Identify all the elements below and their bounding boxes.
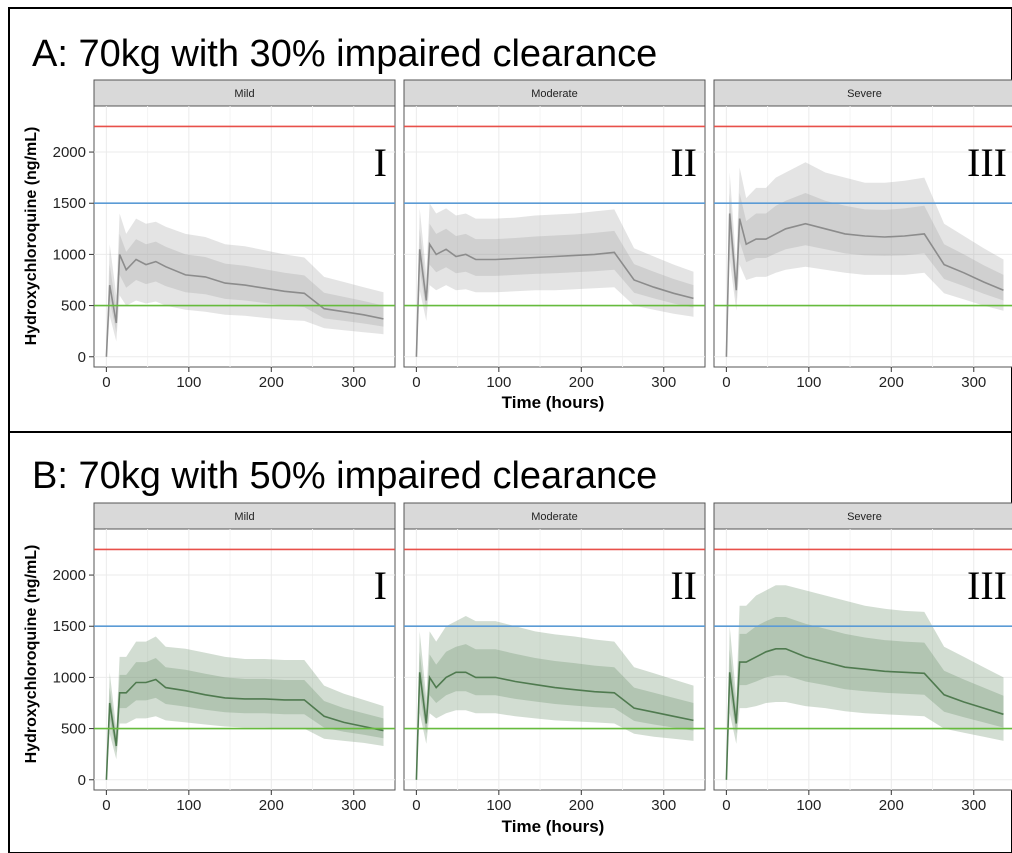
median-concentration-line: [415, 671, 694, 780]
x-tick-label: 100: [486, 797, 511, 814]
plot-panel: [403, 528, 706, 791]
facet-strip: [713, 502, 1012, 530]
facet-roman-label: II: [670, 563, 697, 608]
facet-severe: Severe III 0 100 200 300: [713, 502, 1012, 814]
x-tick-label: 100: [796, 374, 821, 391]
prediction-interval-band: [416, 203, 694, 357]
y-tick-label: 0: [78, 772, 86, 789]
interquartile-band: [726, 193, 1004, 357]
facet-roman-label: III: [967, 140, 1007, 185]
row-b-ylabel: Hydroxychloroquine (ng/mL): [23, 545, 40, 764]
row-b-y-ticks: 0 500 1000 1500 2000: [53, 567, 94, 789]
x-tick-label: 300: [651, 797, 676, 814]
facet-strip-label: Severe: [847, 88, 882, 100]
y-tick-label: 2000: [53, 567, 86, 584]
y-tick-label: 1000: [53, 246, 86, 263]
facet-strip: [713, 79, 1012, 107]
median-concentration-line: [725, 647, 1004, 780]
x-tick-label: 300: [341, 797, 366, 814]
y-tick-label: 500: [61, 298, 86, 315]
interquartile-band: [416, 223, 694, 357]
x-tick-label: 300: [961, 797, 986, 814]
plot-panel: [93, 105, 396, 368]
prediction-interval-band: [726, 162, 1004, 357]
x-tick-label: 200: [879, 374, 904, 391]
prediction-interval-band: [416, 616, 694, 780]
row-a-y-ticks: 0 500 1000 1500 2000: [53, 144, 94, 366]
interquartile-band: [726, 617, 1004, 780]
x-tick-label: 200: [569, 797, 594, 814]
x-tick-label: 100: [176, 797, 201, 814]
x-tick-label: 300: [961, 374, 986, 391]
x-tick-label: 200: [259, 374, 284, 391]
facet-strip-label: Mild: [234, 511, 254, 523]
x-tick-label: 0: [412, 797, 420, 814]
facet-roman-label: I: [374, 140, 387, 185]
x-tick-label: 0: [722, 797, 730, 814]
x-tick-label: 200: [259, 797, 284, 814]
median-concentration-line: [725, 213, 1004, 357]
interquartile-band: [106, 233, 384, 357]
x-tick-label: 0: [102, 797, 110, 814]
prediction-interval-band: [106, 636, 384, 780]
facet-strip: [403, 502, 706, 530]
y-tick-label: 1500: [53, 195, 86, 212]
x-tick-label: 0: [722, 374, 730, 391]
x-tick-label: 100: [796, 797, 821, 814]
facet-moderate: Moderate II 0 100 200 300: [403, 79, 706, 391]
y-tick-label: 500: [61, 721, 86, 738]
x-tick-label: 0: [102, 374, 110, 391]
row-a-ylabel: Hydroxychloroquine (ng/mL): [23, 127, 40, 346]
row-b-xlabel: Time (hours): [502, 817, 605, 836]
y-tick-label: 0: [78, 349, 86, 366]
facet-roman-label: II: [670, 140, 697, 185]
x-tick-label: 0: [412, 374, 420, 391]
y-tick-label: 1500: [53, 618, 86, 635]
facet-strip-label: Moderate: [531, 88, 577, 100]
x-tick-label: 300: [651, 374, 676, 391]
prediction-interval-band: [726, 585, 1004, 780]
row-a-xlabel: Time (hours): [502, 393, 605, 412]
facet-strip-label: Moderate: [531, 511, 577, 523]
median-concentration-line: [415, 241, 694, 357]
x-tick-label: 300: [341, 374, 366, 391]
plot-panel: [713, 528, 1012, 791]
x-tick-label: 200: [879, 797, 904, 814]
plot-panel: [403, 105, 706, 368]
plot-panel: [93, 528, 396, 791]
facet-moderate: Moderate II 0 100 200 300: [403, 502, 706, 814]
facet-roman-label: I: [374, 563, 387, 608]
figure-border: [8, 7, 1012, 853]
row-b-title: B: 70kg with 50% impaired clearance: [32, 455, 657, 497]
x-tick-label: 200: [569, 374, 594, 391]
facet-strip: [93, 79, 396, 107]
facet-strip-label: Mild: [234, 88, 254, 100]
y-tick-label: 1000: [53, 669, 86, 686]
facet-strip-label: Severe: [847, 511, 882, 523]
facet-strip: [403, 79, 706, 107]
x-tick-label: 100: [486, 374, 511, 391]
facet-mild: Mild I 0 100 200 300: [93, 502, 396, 814]
facet-mild: Mild I 0 100 200 300: [93, 79, 396, 391]
y-tick-label: 2000: [53, 144, 86, 161]
facet-roman-label: III: [967, 563, 1007, 608]
row-a-title: A: 70kg with 30% impaired clearance: [32, 33, 657, 75]
x-tick-label: 100: [176, 374, 201, 391]
median-concentration-line: [105, 678, 384, 780]
facet-severe: Severe III 0 100 200 300: [713, 79, 1012, 391]
